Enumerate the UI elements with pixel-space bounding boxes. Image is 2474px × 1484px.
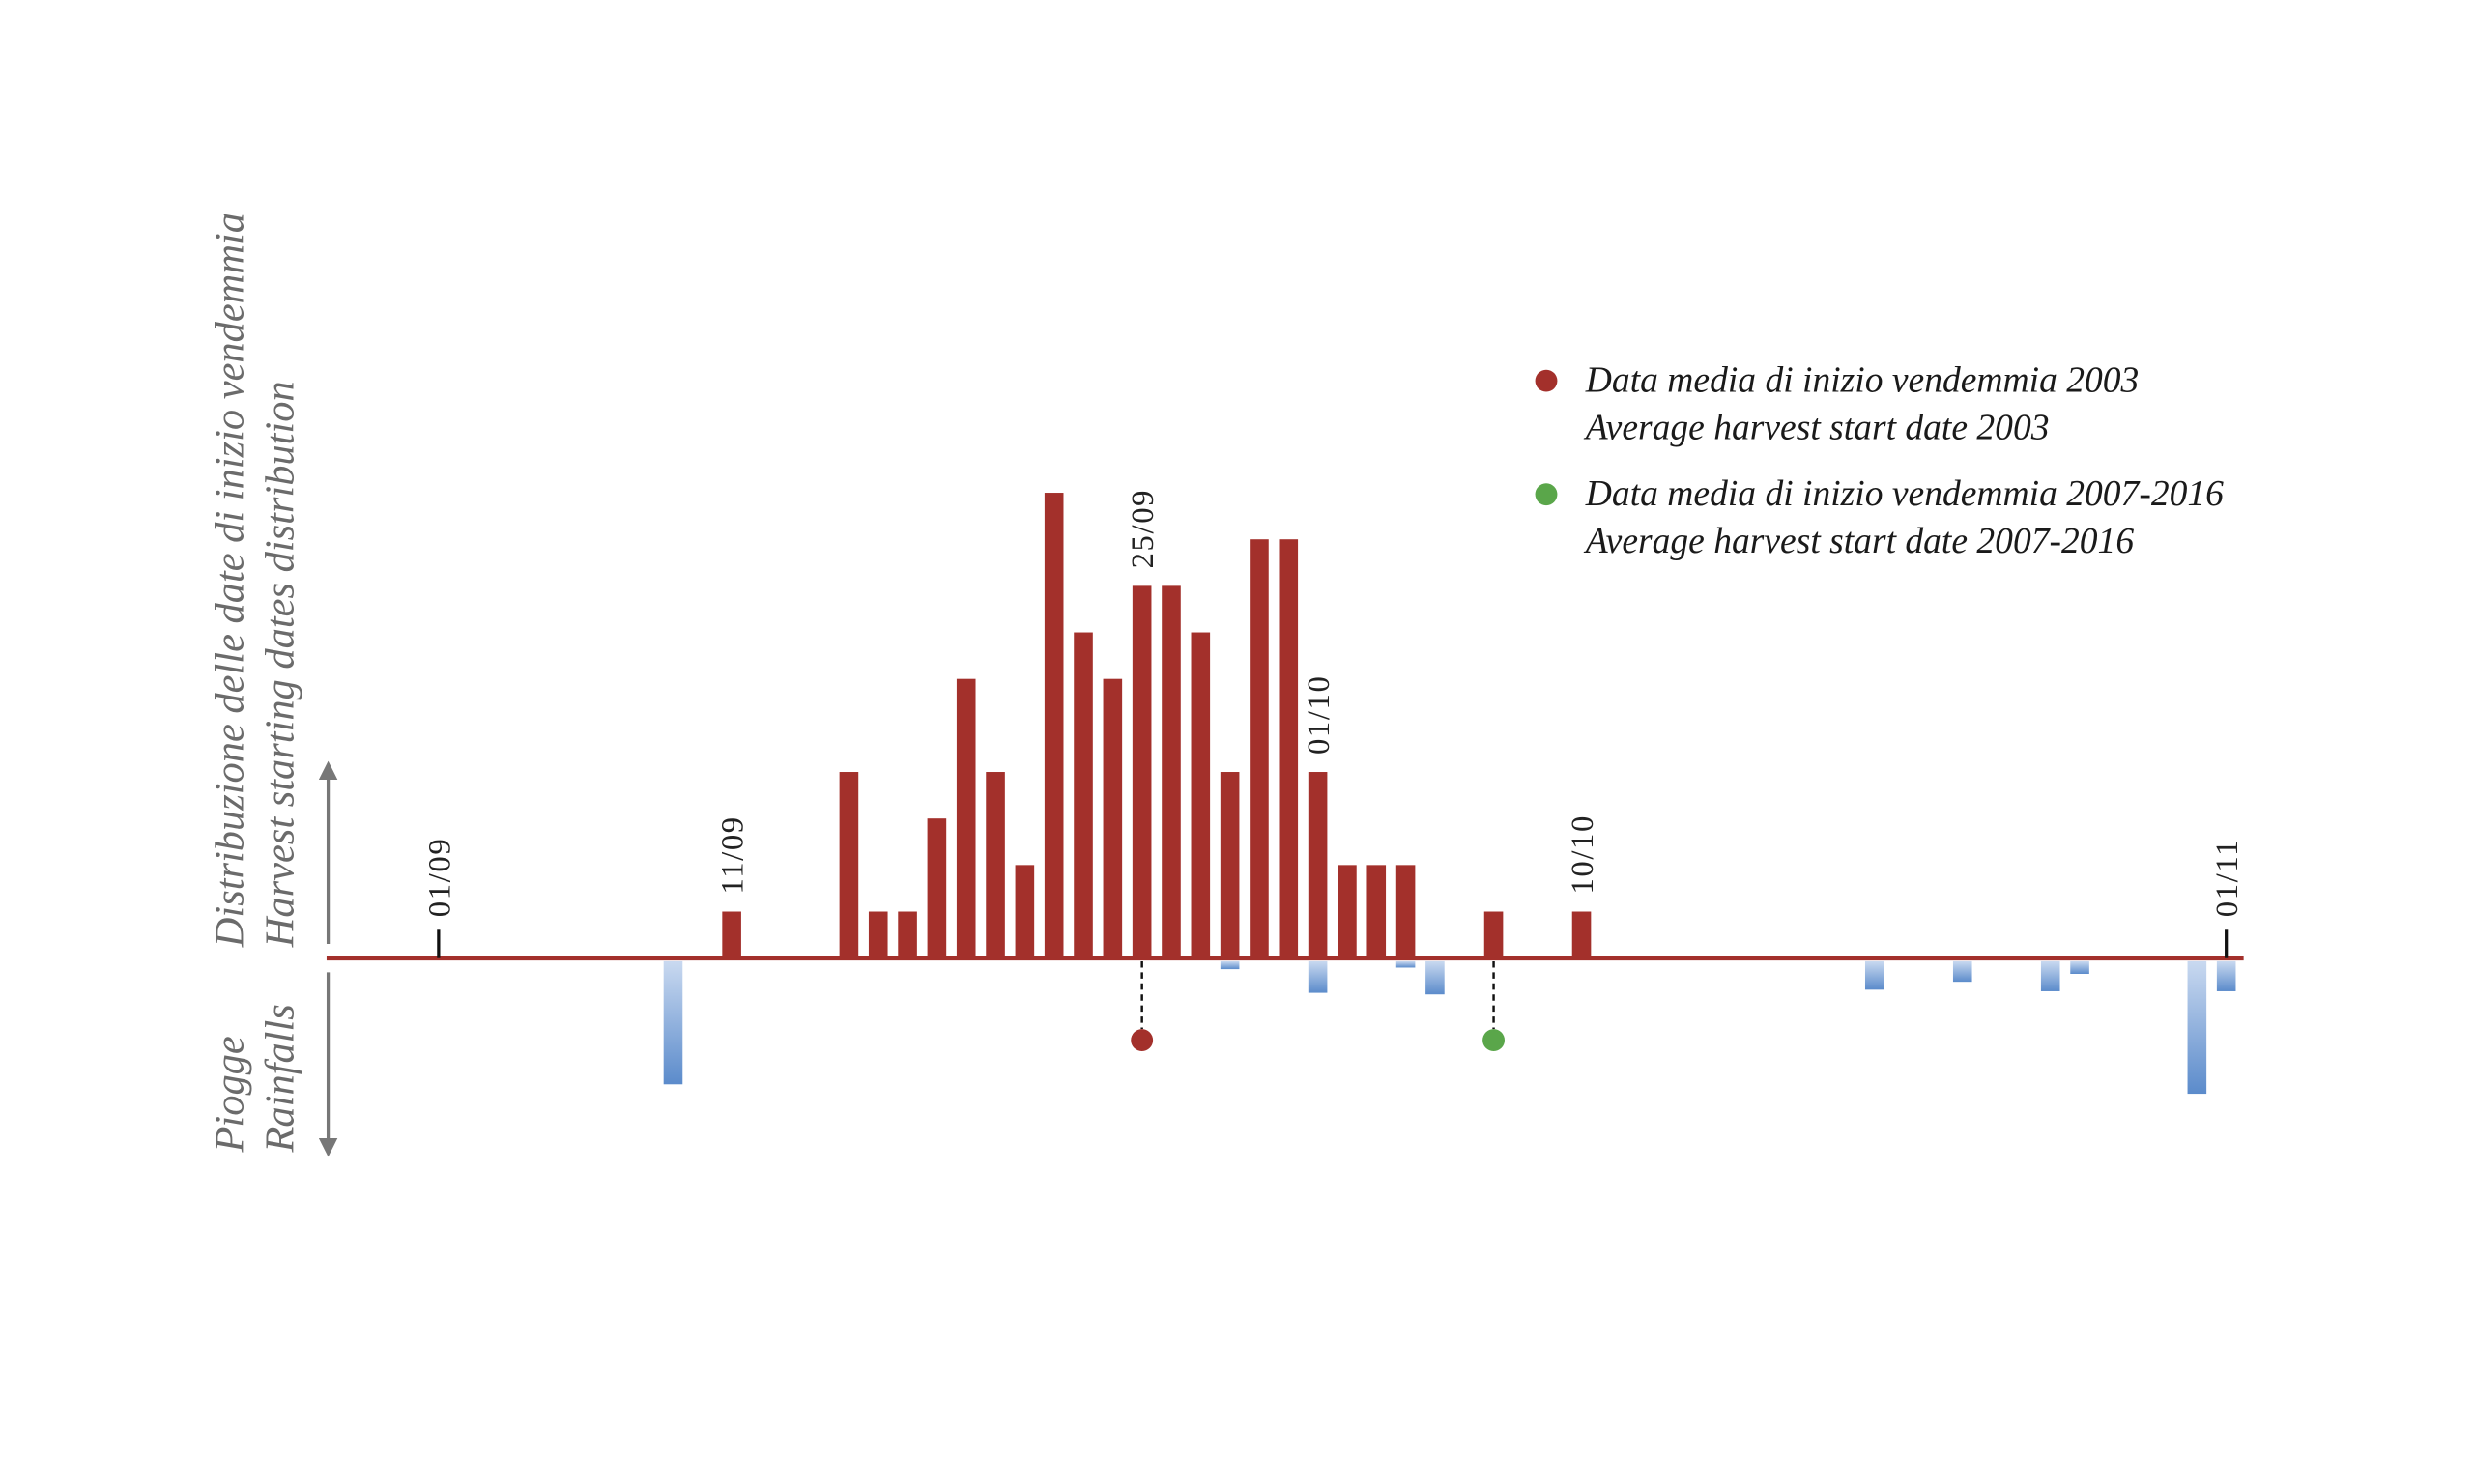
harvest-bar: [1103, 678, 1123, 958]
legend-label: Data media di inizio vendemmia 2003: [1585, 361, 2140, 401]
legend-dot: [1535, 483, 1558, 506]
harvest-bar: [956, 678, 976, 958]
harvest-bar: [898, 911, 917, 958]
legend-label: Average harvest start date 2007-2016: [1583, 522, 2135, 561]
harvest-bar: [1015, 865, 1035, 958]
harvest-bar: [1191, 632, 1211, 958]
mean-date-marker: [1482, 1029, 1505, 1051]
harvest-bar: [1044, 493, 1064, 958]
harvest-bar: [1220, 772, 1240, 958]
rain-bar: [1864, 960, 1884, 990]
harvest-bar: [1074, 632, 1093, 958]
date-label: 01/11: [2210, 839, 2245, 917]
rain-bar: [2070, 960, 2089, 974]
legend-label: Data media di inizio vendemmia 2007-2016: [1585, 474, 2224, 514]
mean-date-marker: [1131, 1029, 1154, 1051]
rain-bar: [1220, 960, 1240, 970]
harvest-bar: [1338, 865, 1357, 958]
harvest-bar: [1132, 585, 1152, 958]
date-label: 25/09: [1126, 489, 1161, 569]
y-label: Distribuzione delle date di inizio vende…: [207, 213, 252, 948]
harvest-bar: [839, 772, 859, 958]
harvest-bar: [927, 818, 947, 958]
legend-dot: [1535, 369, 1558, 392]
harvest-bar: [1483, 911, 1504, 958]
date-label: 01/09: [422, 838, 457, 918]
y-label: Piogge: [207, 1036, 252, 1153]
harvest-bar: [1308, 772, 1328, 958]
y-label: Rainfalls: [258, 1004, 303, 1153]
y-label: Harvest starting dates distribution: [258, 381, 303, 948]
rain-bar: [1308, 960, 1328, 993]
legend-label: Average harvest start date 2003: [1583, 409, 2050, 448]
rain-bar: [663, 960, 683, 1085]
harvest-bar: [868, 911, 888, 958]
rain-bar: [2216, 960, 2236, 991]
date-label: 01/10: [1302, 675, 1337, 756]
harvest-bar: [722, 911, 741, 958]
harvest-bar: [1366, 865, 1387, 958]
rain-bar: [1952, 960, 1972, 983]
harvest-bar: [1571, 911, 1592, 958]
harvest-bar: [986, 772, 1005, 958]
harvest-bar: [1395, 865, 1416, 958]
date-label: 11/09: [716, 815, 751, 894]
rain-bar: [2187, 960, 2207, 1095]
harvest-bar: [1250, 539, 1269, 958]
date-label: 10/10: [1566, 814, 1600, 895]
rain-bar: [1395, 960, 1416, 968]
rain-bar: [2040, 960, 2060, 991]
harvest-bar: [1162, 585, 1181, 958]
harvest-bar: [1279, 539, 1299, 958]
rain-bar: [1425, 960, 1445, 995]
